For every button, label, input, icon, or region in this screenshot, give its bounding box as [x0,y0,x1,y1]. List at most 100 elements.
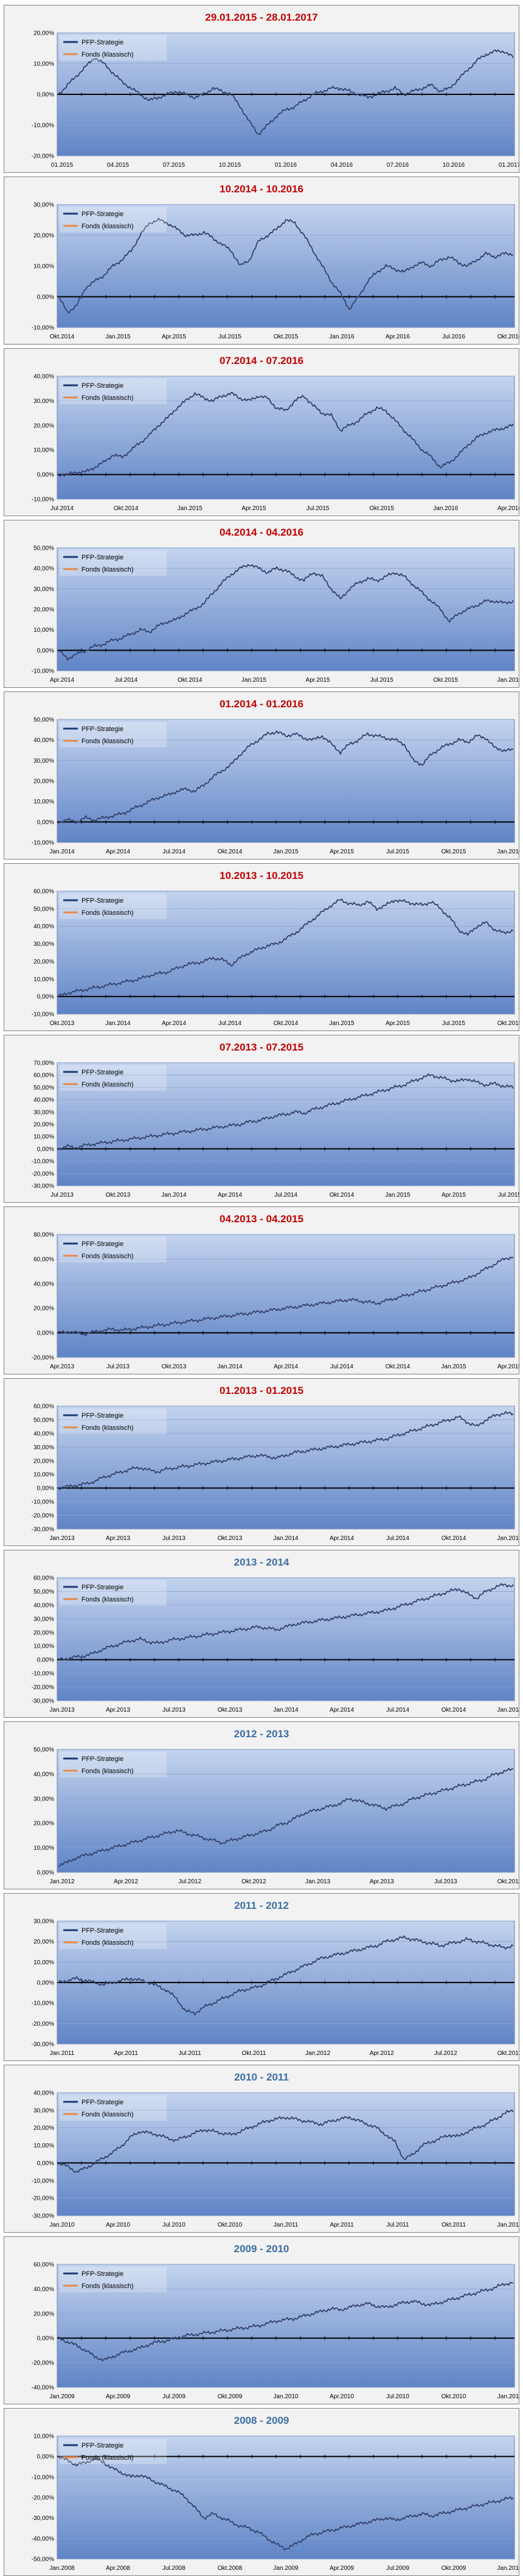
x-tick-label: Jan.2010 [273,2393,299,2400]
legend-box [60,1580,167,1606]
y-tick-label: -10,00% [32,668,54,675]
chart-panel: 01.2014 - 01.2016 50,00% 40,00% 30,00% 20,00… [4,691,519,859]
legend: PFP-Strategie Fonds (klassisch) [60,2267,167,2292]
x-tick-label: Okt.2014 [114,505,139,512]
legend-label: Fonds (klassisch) [81,909,134,917]
legend-box [60,1237,167,1262]
x-tick-label: Okt.2013 [162,1363,187,1370]
x-tick-label: Okt.2014 [178,677,203,684]
chart-panel: 07.2013 - 07.2015 70,00% 60,00% 50,00% 40,00… [4,1035,519,1203]
x-tick-label: Jul.2014 [386,1707,409,1713]
chart-svg: 04.2014 - 04.2016 50,00% 40,00% 30,00% 20,00… [4,520,519,688]
legend-label: Fonds (klassisch) [81,1596,134,1603]
y-tick-label: 10,00% [33,264,54,270]
x-tick-label: Jan.2014 [217,1363,243,1370]
x-tick-label: Jul.2013 [162,1535,185,1542]
chart-title: 01.2014 - 01.2016 [220,698,303,710]
x-tick-label: Jan.2015 [105,334,131,340]
legend-label: Fonds (klassisch) [81,1768,134,1775]
legend-label: PFP-Strategie [81,1241,123,1248]
y-tick-label: 10,00% [33,1134,54,1141]
y-tick-label: 50,00% [33,906,54,912]
y-tick-label: 40,00% [33,1097,54,1104]
x-tick-label: Apr.2015 [306,677,330,684]
x-tick-label: Okt.2009 [442,2565,466,2572]
y-tick-label: 20,00% [33,959,54,965]
legend-box [60,1752,167,1777]
legend: PFP-Strategie Fonds (klassisch) [60,1065,167,1091]
y-tick-label: 10,00% [33,1845,54,1852]
y-tick-label: 30,00% [33,941,54,948]
x-tick-label: Jan.2015 [273,849,299,855]
y-tick-label: 0,00% [37,994,54,1001]
legend-box [60,2438,167,2464]
y-tick-label: 20,00% [33,30,54,37]
y-tick-label: 20,00% [33,1306,54,1312]
y-tick-label: -20,00% [32,1684,54,1691]
y-tick-label: 20,00% [33,422,54,429]
x-tick-label: Okt.2014 [386,1363,410,1370]
x-tick-label: Jan.2010 [497,2565,519,2572]
y-tick-label: -30,00% [32,1698,54,1705]
plot-area [57,1577,515,1701]
chart-title: 2012 - 2013 [234,1728,289,1740]
legend-box [60,550,167,576]
legend: PFP-Strategie Fonds (klassisch) [60,722,167,747]
x-tick-label: Jan.2015 [497,1535,519,1542]
legend-label: PFP-Strategie [81,211,123,218]
y-tick-label: -10,00% [32,122,54,129]
x-tick-label: Apr.2016 [386,334,410,340]
y-tick-label: 60,00% [33,1404,54,1410]
legend-label: PFP-Strategie [81,726,123,733]
x-tick-label: Jul.2009 [386,2565,409,2572]
series-line-strategie [58,49,514,135]
x-tick-label: Jul.2013 [162,1707,185,1713]
x-tick-label: Jul.2014 [114,677,137,684]
x-tick-label: Jan.2015 [329,1020,355,1027]
x-tick-label: Okt.2014 [50,334,75,340]
legend: PFP-Strategie Fonds (klassisch) [60,1580,167,1606]
x-tick-label: Jan.2013 [49,1535,75,1542]
y-tick-label: 0,00% [37,294,54,301]
series-line-strategie [58,1768,514,1867]
x-tick-label: Jan.2011 [497,2393,519,2400]
legend-label: Fonds (klassisch) [81,2283,134,2290]
y-tick-label: -30,00% [32,2042,54,2048]
y-tick-label: 0,00% [37,648,54,654]
x-tick-label: Apr.2015 [386,1020,410,1027]
x-tick-label: 04.2016 [331,162,353,169]
chart-title: 2013 - 2014 [234,1556,289,1568]
series-line-strategie [58,730,514,824]
y-tick-label: 40,00% [33,737,54,744]
x-tick-label: Jan.2016 [433,505,459,512]
chart-panel: 04.2013 - 04.2015 80,00% 60,00% 40,00% 20,00… [4,1206,519,1374]
x-tick-label: Apr.2014 [330,1707,354,1713]
series-line-strategie [58,217,514,314]
legend-box [60,1065,167,1091]
y-tick-label: 0,00% [37,1980,54,1987]
x-tick-label: Okt.2015 [442,849,466,855]
y-tick-label: 30,00% [33,1109,54,1116]
x-tick-label: Okt.2009 [218,2393,243,2400]
legend-label: PFP-Strategie [81,382,123,390]
x-tick-label: Apr.2013 [106,1707,130,1713]
x-tick-label: Jul.2010 [162,2222,185,2228]
chart-svg: 2010 - 2011 40,00% 30,00% 20,00% 10,00% 0,00%… [4,2065,519,2233]
x-tick-label: Jan.2012 [497,2222,519,2228]
x-tick-label: 10.2015 [219,162,241,169]
x-tick-label: Apr.2012 [370,2050,394,2057]
y-tick-label: 10,00% [33,627,54,634]
series-line-strategie [58,1073,514,1150]
y-tick-label: -20,00% [32,2196,54,2202]
x-tick-label: Jan.2011 [50,2050,75,2057]
chart-panel: 2011 - 2012 30,00% 20,00% 10,00% 0,00% -10,00… [4,1893,519,2061]
x-tick-label: Jul.2015 [442,1020,465,1027]
y-tick-label: 20,00% [33,1821,54,1827]
x-tick-label: Jan.2011 [274,2222,299,2228]
legend-label: Fonds (klassisch) [81,566,134,573]
x-tick-label: Jul.2014 [218,1020,241,1027]
x-tick-label: Jan.2012 [49,1878,75,1885]
legend-label: PFP-Strategie [81,1927,123,1934]
x-tick-label: Jul.2014 [162,849,185,855]
y-tick-label: 20,00% [33,233,54,239]
